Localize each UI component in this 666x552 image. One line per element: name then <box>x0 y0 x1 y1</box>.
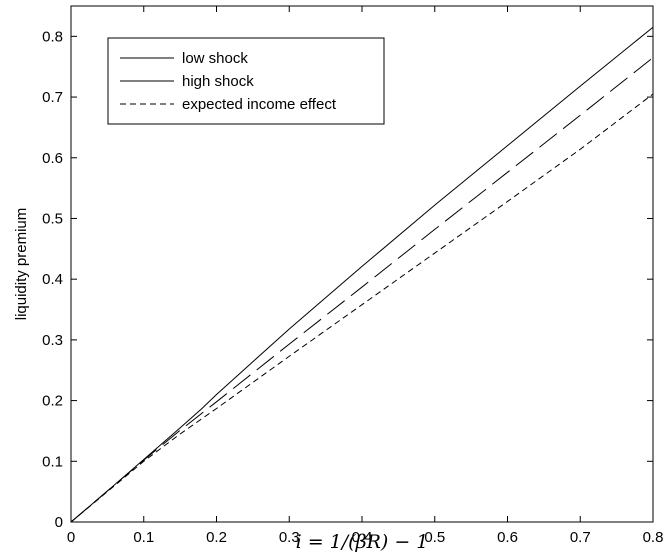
x-axis-label: i = 1/(βR) − 1 <box>296 531 429 552</box>
y-tick-label: 0.8 <box>42 28 63 45</box>
legend: low shock high shock expected income effec… <box>107 37 385 125</box>
x-tick-label: 0.7 <box>570 529 591 546</box>
y-axis-label: liquidity premium <box>13 208 30 321</box>
x-tick-label: 0.5 <box>424 529 445 546</box>
x-tick-label: 0.1 <box>133 529 154 546</box>
y-tick-label: 0.7 <box>42 89 63 106</box>
x-tick-label: 0.3 <box>279 529 300 546</box>
legend-label-2: high shock <box>182 73 254 90</box>
plot-area <box>70 26 654 523</box>
y-tick-label: 0.6 <box>42 150 63 167</box>
y-tick-label: 0.4 <box>42 271 63 288</box>
series-line-1 <box>70 26 654 523</box>
x-tick-label: 0.8 <box>643 529 664 546</box>
x-tick-label: 0.4 <box>352 529 373 546</box>
axes: 0 0.1 0.2 0.3 0.4 0.5 0.6 0.7 0.8 0 0.1 0.2 0.3 0.4 0.… <box>13 5 664 552</box>
legend-label-3: expected income effect <box>182 96 337 113</box>
y-tick-label: 0.2 <box>42 393 63 410</box>
x-tick-label: 0 <box>67 529 75 546</box>
y-tick-label: 0.3 <box>42 332 63 349</box>
series-line-3 <box>70 93 654 523</box>
legend-label-1: low shock <box>182 50 248 67</box>
y-tick-label: 0.1 <box>42 453 63 470</box>
x-tick-label: 0.2 <box>206 529 227 546</box>
series-line-2 <box>70 57 654 523</box>
y-tick-label: 0.5 <box>42 210 63 227</box>
x-tick-label: 0.6 <box>497 529 518 546</box>
y-tick-label: 0 <box>55 514 63 531</box>
